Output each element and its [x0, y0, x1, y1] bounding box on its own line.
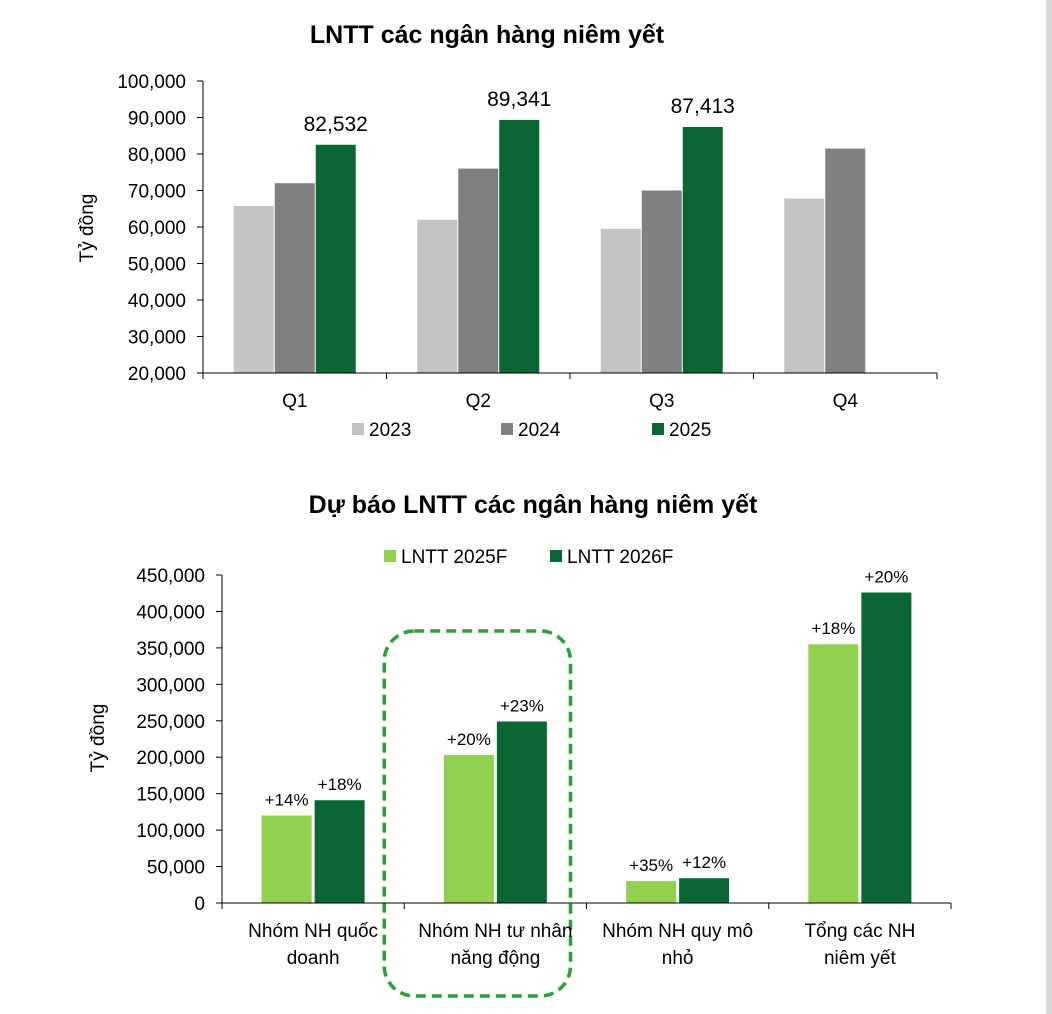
chart1-legend-swatch-2024 — [501, 423, 513, 435]
chart2-legend-swatch — [384, 550, 396, 562]
chart2-bar-LNTT-2025F — [261, 815, 312, 903]
chart2-bar-LNTT-2025F — [808, 644, 859, 903]
chart1-data-label: 82,532 — [304, 113, 368, 136]
chart2-x-tick-label: doanh — [287, 948, 340, 969]
chart2-x-tick-label: nhỏ — [662, 948, 694, 969]
chart1-y-tick-label: 90,000 — [128, 109, 186, 130]
chart1-ylabel: Tỷ đồng — [77, 194, 98, 263]
chart1-legend-label: 2025 — [669, 420, 711, 441]
chart2-legend-label: LNTT 2025F — [401, 547, 507, 568]
chart2-data-label: +23% — [500, 697, 544, 716]
chart2-data-label: +14% — [265, 791, 309, 810]
chart1-y-tick-label: 100,000 — [117, 72, 186, 93]
chart2-bar-LNTT-2026F — [496, 721, 547, 903]
chart1-y-tick-label: 40,000 — [128, 291, 186, 312]
chart1-y-tick-label: 30,000 — [128, 328, 186, 349]
chart1-bar-2025 — [682, 126, 723, 373]
chart1-data-label: 87,413 — [671, 95, 735, 118]
chart1-bar-2024 — [641, 190, 682, 373]
chart2-y-tick-label: 400,000 — [136, 602, 205, 623]
chart2-x-tick-label: Tổng các NH — [804, 921, 915, 942]
chart2-x-tick-label: năng động — [450, 948, 540, 969]
chart2-legend-swatch — [550, 550, 562, 562]
chart1-bar-2023 — [784, 198, 825, 373]
chart2-title: Dự báo LNTT các ngân hàng niêm yết — [309, 491, 758, 519]
chart2-y-tick-label: 50,000 — [147, 858, 205, 879]
chart2-bar-LNTT-2025F — [626, 881, 677, 903]
chart2-data-label: +20% — [447, 730, 491, 749]
chart1-legend-label: 2023 — [369, 420, 411, 441]
chart1-bar-2023 — [417, 219, 458, 373]
chart2-y-tick-label: 100,000 — [136, 821, 205, 842]
chart1-bar-2024 — [458, 168, 499, 373]
chart2-legend-label: LNTT 2026F — [567, 547, 673, 568]
chart2-bar-LNTT-2026F — [314, 800, 365, 903]
chart2-y-tick-label: 450,000 — [136, 566, 205, 587]
chart2-y-tick-label: 300,000 — [136, 675, 205, 696]
chart2-y-tick-label: 350,000 — [136, 639, 205, 660]
chart2-x-tick-label: Nhóm NH tư nhân — [418, 921, 572, 942]
chart1-bar-2024 — [825, 148, 866, 373]
chart1-legend-swatch-2025 — [652, 423, 664, 435]
chart2-data-label: +12% — [682, 853, 726, 872]
chart2-bar-LNTT-2026F — [679, 878, 730, 903]
window-edge — [1046, 0, 1052, 1014]
chart1-bar-2025 — [499, 119, 540, 373]
chart2-data-label: +35% — [629, 856, 673, 875]
chart1-legend-label: 2024 — [518, 420, 561, 441]
chart1-legend-swatch-2023 — [352, 423, 364, 435]
chart2-bar-LNTT-2025F — [443, 755, 494, 903]
chart1-y-tick-label: 60,000 — [128, 218, 186, 239]
chart1-y-tick-label: 70,000 — [128, 182, 186, 203]
chart2-data-label: +20% — [864, 567, 908, 586]
chart1-bar-2025 — [315, 144, 356, 373]
chart1-x-tick-label: Q2 — [466, 391, 491, 412]
chart2-y-tick-label: 0 — [194, 894, 205, 915]
chart2-y-tick-label: 150,000 — [136, 785, 205, 806]
chart2-x-tick-label: Nhóm NH quy mô — [602, 921, 753, 942]
chart2-bar-LNTT-2026F — [861, 592, 912, 903]
chart2-data-label: +18% — [811, 619, 855, 638]
chart1-y-tick-label: 20,000 — [128, 364, 186, 385]
chart1-x-tick-label: Q1 — [282, 391, 307, 412]
chart1-y-tick-label: 80,000 — [128, 145, 186, 166]
chart1-x-tick-label: Q3 — [649, 391, 674, 412]
chart1-y-tick-label: 50,000 — [128, 255, 186, 276]
chart2-x-tick-label: niêm yết — [824, 948, 897, 969]
chart1-title: LNTT các ngân hàng niêm yết — [310, 21, 665, 49]
chart2-data-label: +18% — [318, 775, 362, 794]
chart1-x-tick-label: Q4 — [833, 391, 859, 412]
chart2-y-tick-label: 200,000 — [136, 748, 205, 769]
chart2-highlight-box — [382, 629, 573, 998]
chart1-bar-2023 — [600, 228, 641, 373]
chart1-bar-2024 — [274, 183, 315, 373]
chart2-y-tick-label: 250,000 — [136, 712, 205, 733]
chart-lntt-forecast: Dự báo LNTT các ngân hàng niêm yết Tỷ đồ… — [88, 491, 952, 998]
chart-lntt-quarterly: LNTT các ngân hàng niêm yết Tỷ đồng 82,5… — [77, 21, 938, 441]
chart1-data-label: 89,341 — [487, 88, 551, 111]
chart2-x-tick-label: Nhóm NH quốc — [248, 921, 378, 942]
chart1-bar-2023 — [233, 205, 274, 373]
chart2-ylabel: Tỷ đồng — [88, 704, 109, 773]
